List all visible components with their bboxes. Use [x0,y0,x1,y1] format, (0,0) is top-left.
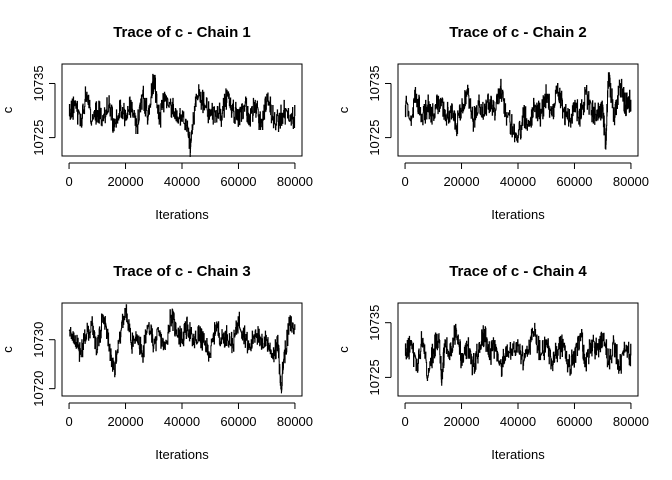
plot-frame [61,302,303,397]
y-tick-label: 10735 [367,65,382,101]
chart-title: Trace of c - Chain 4 [449,263,587,280]
trace-panel-chain-3: Trace of c - Chain 3 0 20000 40000 60000 8000… [0,263,313,462]
x-axis-label: Iterations [491,207,545,222]
x-tick-label: 80000 [277,174,313,189]
x-tick-label: 20000 [107,174,143,189]
y-axis-label: c [336,346,351,353]
y-tick-label: 10730 [31,322,46,358]
x-tick-label: 80000 [277,414,313,429]
chart-title: Trace of c - Chain 1 [113,24,251,41]
y-axis-label: c [0,346,15,353]
y-tick-label: 10725 [367,120,382,156]
x-tick-label: 20000 [443,414,479,429]
y-tick-label: 10735 [367,305,382,341]
x-tick-label: 40000 [164,174,200,189]
trace-line-series-1 [68,73,296,157]
x-tick-label: 40000 [500,414,536,429]
chart-title: Trace of c - Chain 3 [113,263,251,280]
y-tick-label: 10720 [31,371,46,407]
plot-frame [397,63,639,157]
x-tick-label: 80000 [613,174,649,189]
trace-panel-chain-1: Trace of c - Chain 1 0 20000 40000 60000 8000… [0,24,313,222]
x-tick-label: 60000 [220,174,256,189]
x-tick-label: 60000 [556,174,592,189]
x-tick-label: 0 [65,414,72,429]
trace-line-series-1 [404,322,632,386]
trace-line-series-1 [68,304,296,394]
trace-panel-chain-4: Trace of c - Chain 4 0 20000 40000 60000 8000… [336,263,649,462]
x-tick-label: 40000 [500,174,536,189]
x-tick-label: 0 [401,414,408,429]
y-tick-label: 10735 [31,65,46,101]
x-tick-label: 40000 [164,414,200,429]
x-tick-label: 20000 [107,414,143,429]
x-axis-label: Iterations [491,447,545,462]
x-tick-label: 20000 [443,174,479,189]
x-axis-label: Iterations [155,207,209,222]
x-tick-label: 0 [65,174,72,189]
plot-frame [61,63,303,157]
y-tick-label: 10725 [367,359,382,395]
x-tick-label: 0 [401,174,408,189]
trace-panel-chain-2: Trace of c - Chain 2 0 20000 40000 60000 8000… [336,24,649,222]
trace-line-series-1 [404,72,632,150]
y-tick-label: 10725 [31,120,46,156]
chart-title: Trace of c - Chain 2 [449,24,587,41]
x-tick-label: 80000 [613,414,649,429]
y-axis-label: c [0,106,15,113]
plot-frame [397,302,639,397]
x-axis-label: Iterations [155,447,209,462]
x-tick-label: 60000 [220,414,256,429]
x-tick-label: 60000 [556,414,592,429]
y-axis-label: c [336,106,351,113]
